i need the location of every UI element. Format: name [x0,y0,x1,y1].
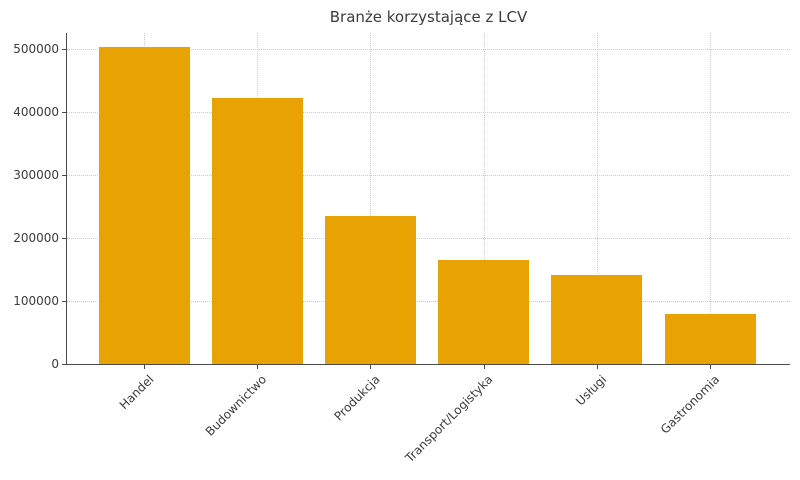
h-gridline-400000 [67,112,790,114]
y-tick-mark [62,301,66,302]
x-tick-mark [144,365,145,369]
x-axis-spine [66,364,790,365]
bar-transport-logistyka [438,259,530,364]
x-tick-mark [370,365,371,369]
h-gridline-100000 [67,301,790,303]
x-tick-label-transport-logistyka: Transport/Logistyka [402,372,496,466]
y-tick-mark [62,364,66,365]
y-tick-mark [62,49,66,50]
y-tick-mark [62,175,66,176]
bar-us-ugi [551,275,643,364]
x-tick-label-us-ugi: Usługi [572,372,610,409]
x-tick-label-gastronomia: Gastronomia [657,372,723,437]
x-tick-mark [257,365,258,369]
v-gridline-produkcja [370,33,372,364]
plot-area [67,33,790,364]
y-tick-mark [62,112,66,113]
h-gridline-200000 [67,238,790,240]
x-tick-mark [710,365,711,369]
v-gridline-us-ugi [596,33,598,364]
x-tick-mark [484,365,485,369]
x-tick-label-produkcja: Produkcja [331,372,383,424]
bar-budownictwo [211,97,303,364]
y-tick-label-100000: 100000 [13,294,59,309]
x-tick-label-budownictwo: Budownictwo [202,372,270,439]
bar-produkcja [324,215,416,364]
x-tick-label-handel: Handel [116,372,157,413]
h-gridline-500000 [67,49,790,51]
y-tick-mark [62,238,66,239]
y-tick-label-500000: 500000 [13,42,59,57]
h-gridline-300000 [67,175,790,177]
bar-handel [98,47,190,364]
v-gridline-transport-logistyka [483,33,485,364]
y-axis-spine [66,33,67,365]
v-gridline-gastronomia [710,33,711,364]
chart-title: Branże korzystające z LCV [329,8,528,26]
x-tick-mark [597,365,598,369]
y-tick-label-400000: 400000 [13,105,59,120]
bar-gastronomia [664,314,756,364]
y-tick-label-300000: 300000 [13,168,59,183]
y-tick-label-200000: 200000 [13,231,59,246]
y-tick-label-0: 0 [51,357,59,371]
